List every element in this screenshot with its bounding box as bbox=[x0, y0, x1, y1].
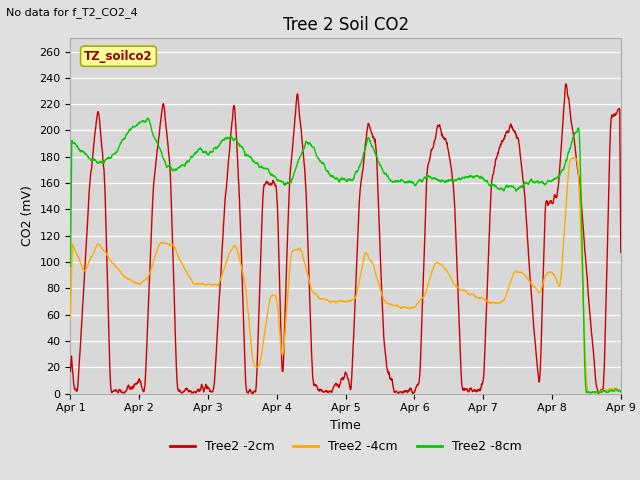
X-axis label: Time: Time bbox=[330, 419, 361, 432]
Legend: Tree2 -2cm, Tree2 -4cm, Tree2 -8cm: Tree2 -2cm, Tree2 -4cm, Tree2 -8cm bbox=[165, 435, 526, 458]
Title: Tree 2 Soil CO2: Tree 2 Soil CO2 bbox=[282, 16, 409, 34]
Text: No data for f_T2_CO2_4: No data for f_T2_CO2_4 bbox=[6, 7, 138, 18]
Y-axis label: CO2 (mV): CO2 (mV) bbox=[21, 186, 34, 246]
Text: TZ_soilco2: TZ_soilco2 bbox=[84, 50, 153, 63]
